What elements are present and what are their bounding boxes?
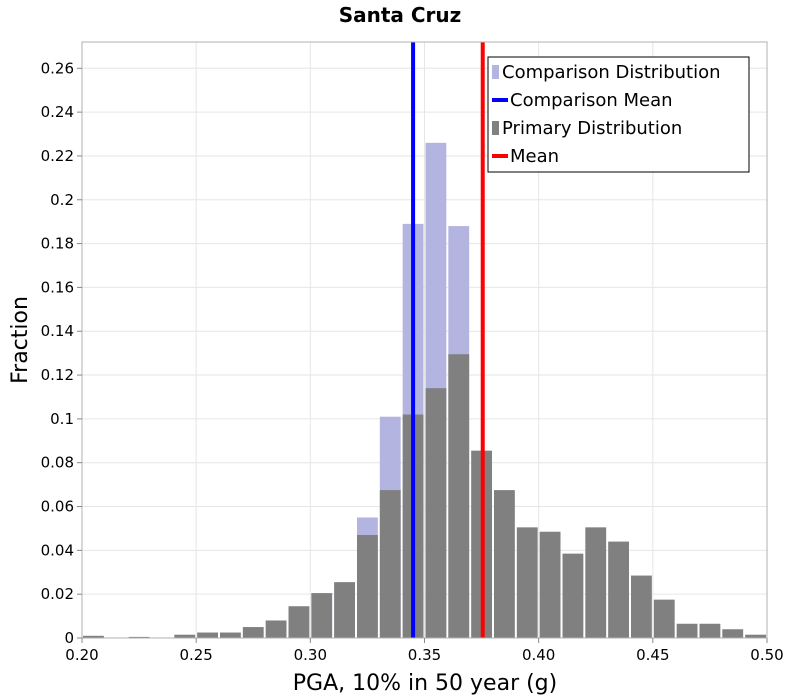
primary-bar — [379, 490, 401, 638]
primary-bar — [653, 599, 675, 638]
y-axis-ticks: 0 0.02 0.04 0.06 0.08 0.1 0.12 0.14 0.16 0.18 0.2 0… — [41, 59, 82, 647]
primary-bar — [516, 527, 538, 638]
y-tick-label: 0.02 — [41, 585, 74, 603]
mean-lines — [411, 42, 485, 638]
primary-bar — [425, 388, 447, 638]
primary-bars — [83, 354, 766, 638]
y-tick-label: 0.26 — [41, 59, 74, 77]
primary-bar — [539, 531, 561, 638]
y-axis-label: Fraction — [8, 296, 33, 384]
primary-bar — [676, 623, 698, 638]
legend-box — [487, 56, 750, 173]
x-tick-label: 0.40 — [522, 646, 555, 664]
y-tick-label: 0.24 — [41, 103, 74, 121]
legend-label: Comparison Distribution — [502, 62, 721, 83]
primary-bar — [220, 632, 241, 638]
y-tick-label: 0.16 — [41, 278, 74, 296]
chart-title: Santa Cruz — [339, 3, 462, 27]
primary-bar — [608, 541, 629, 638]
y-tick-label: 0 — [64, 629, 74, 647]
x-tick-label: 0.50 — [750, 646, 783, 664]
primary-bar — [265, 620, 287, 638]
primary-bar — [585, 527, 607, 638]
legend-swatch-comparison — [492, 65, 499, 79]
primary-bar — [494, 490, 515, 638]
x-axis-label: PGA, 10% in 50 year (g) — [293, 671, 557, 696]
primary-bar — [745, 634, 766, 638]
y-tick-label: 0.18 — [41, 235, 74, 253]
x-tick-label: 0.35 — [408, 646, 441, 664]
primary-bar — [357, 535, 378, 638]
y-tick-label: 0.2 — [50, 191, 74, 209]
primary-bar — [311, 593, 333, 638]
y-tick-label: 0.22 — [41, 147, 74, 165]
primary-bar — [174, 634, 196, 638]
primary-bar — [288, 606, 310, 638]
x-axis-ticks: 0.20 0.25 0.30 0.35 0.40 0.45 0.50 — [65, 638, 784, 664]
x-tick-label: 0.25 — [179, 646, 212, 664]
primary-bar — [83, 635, 104, 638]
primary-bar — [722, 629, 744, 638]
primary-bar — [128, 636, 150, 638]
primary-bar — [334, 582, 355, 638]
primary-bar — [197, 632, 218, 638]
primary-bar — [242, 627, 264, 638]
y-tick-label: 0.04 — [41, 541, 74, 559]
primary-bar — [562, 553, 584, 638]
y-tick-label: 0.06 — [41, 498, 74, 516]
y-tick-label: 0.12 — [41, 366, 74, 384]
x-tick-label: 0.45 — [636, 646, 669, 664]
legend: Comparison Distribution Comparison Mean Pr… — [487, 56, 750, 173]
y-tick-label: 0.14 — [41, 322, 74, 340]
legend-label: Primary Distribution — [502, 118, 682, 139]
primary-bar — [631, 575, 652, 638]
x-tick-label: 0.30 — [294, 646, 327, 664]
x-tick-label: 0.20 — [65, 646, 98, 664]
primary-bar — [448, 354, 470, 638]
legend-swatch-primary — [492, 121, 499, 135]
legend-label: Comparison Mean — [510, 90, 673, 111]
primary-bar — [699, 623, 721, 638]
legend-label: Mean — [510, 146, 559, 167]
y-tick-label: 0.1 — [50, 410, 74, 428]
y-tick-label: 0.08 — [41, 454, 74, 472]
